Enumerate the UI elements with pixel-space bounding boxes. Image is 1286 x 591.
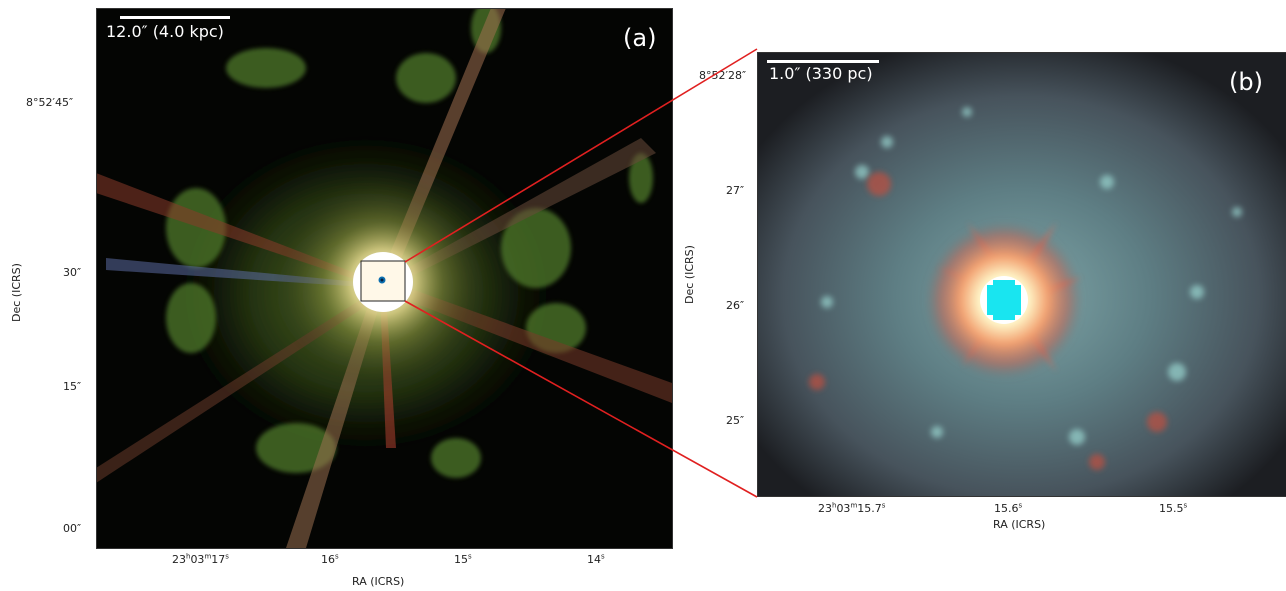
xtick-a-4: 14s <box>587 552 605 566</box>
xtick-b-2: 15.6s <box>994 501 1023 515</box>
ytick-a-1: 8°52′45″ <box>26 96 74 109</box>
ytick-b-2: 27″ <box>726 184 745 197</box>
scale-label-b: 1.0″ (330 pc) <box>769 64 873 83</box>
ytick-b-3: 26″ <box>726 299 745 312</box>
galaxy-image-zoom <box>757 52 1286 496</box>
xlabel-b: RA (ICRS) <box>993 518 1046 531</box>
ytick-a-4: 00″ <box>63 522 82 535</box>
panel-b-image: 1.0″ (330 pc) (b) <box>757 52 1286 496</box>
ylabel-b: Dec (ICRS) <box>683 245 696 304</box>
scale-bar-a <box>120 16 230 19</box>
galaxy-image-wide <box>96 8 672 548</box>
ytick-b-4: 25″ <box>726 414 745 427</box>
scale-label-a: 12.0″ (4.0 kpc) <box>106 22 224 41</box>
xtick-a-1: 23h03m17s <box>172 552 229 566</box>
xtick-a-3: 15s <box>454 552 472 566</box>
xtick-b-1: 23h03m15.7s <box>818 501 886 515</box>
panel-label-b: (b) <box>1229 68 1263 96</box>
xlabel-a: RA (ICRS) <box>352 575 405 588</box>
panel-label-a: (a) <box>623 24 657 52</box>
panel-a-image: 12.0″ (4.0 kpc) (a) <box>96 8 672 548</box>
ytick-a-3: 15″ <box>63 380 82 393</box>
ytick-b-1: 8°52′28″ <box>699 69 747 82</box>
ylabel-a: Dec (ICRS) <box>10 263 23 322</box>
xtick-a-2: 16s <box>321 552 339 566</box>
xtick-b-3: 15.5s <box>1159 501 1188 515</box>
scale-bar-b <box>767 60 879 63</box>
ytick-a-2: 30″ <box>63 266 82 279</box>
